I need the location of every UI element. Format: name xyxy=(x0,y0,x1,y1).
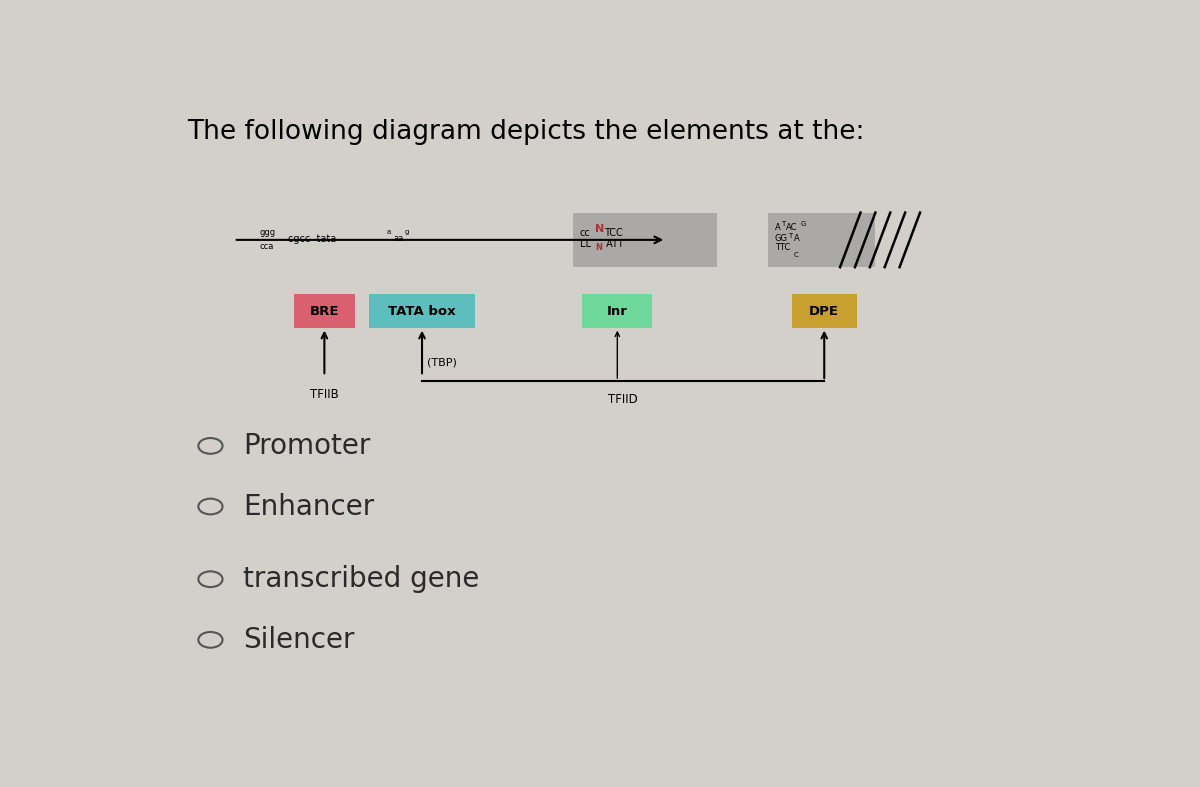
Text: Silencer: Silencer xyxy=(242,626,354,654)
Bar xyxy=(582,294,653,327)
Text: Enhancer: Enhancer xyxy=(242,493,374,520)
Text: N: N xyxy=(595,242,602,252)
Text: g: g xyxy=(404,229,409,235)
Bar xyxy=(792,294,857,327)
Text: (TBP): (TBP) xyxy=(427,357,456,368)
Text: aa: aa xyxy=(394,234,404,242)
Text: Inr: Inr xyxy=(607,305,628,318)
Text: The following diagram depicts the elements at the:: The following diagram depicts the elemen… xyxy=(187,119,865,145)
Text: DPE: DPE xyxy=(809,305,839,318)
Text: G: G xyxy=(802,221,806,227)
Text: BRE: BRE xyxy=(310,305,340,318)
Bar xyxy=(574,212,718,267)
Text: TATA box: TATA box xyxy=(389,305,456,318)
Text: A: A xyxy=(775,224,781,232)
Text: N: N xyxy=(594,224,604,234)
Text: AC: AC xyxy=(786,224,798,232)
Text: A: A xyxy=(793,235,799,243)
Text: ggg: ggg xyxy=(259,228,276,237)
Text: TFIID: TFIID xyxy=(608,394,638,406)
Bar xyxy=(368,294,475,327)
Text: cca: cca xyxy=(259,242,274,251)
Text: cc: cc xyxy=(580,227,590,238)
Text: C: C xyxy=(793,252,798,258)
Text: a: a xyxy=(386,229,390,235)
Text: LL: LL xyxy=(580,239,590,249)
Bar xyxy=(294,294,355,327)
Text: cgcc  tata: cgcc tata xyxy=(288,235,336,244)
Text: TFIIB: TFIIB xyxy=(310,388,338,401)
Text: T: T xyxy=(788,233,792,239)
Bar xyxy=(768,212,876,267)
Text: transcribed gene: transcribed gene xyxy=(242,565,479,593)
Text: ATT: ATT xyxy=(602,239,624,249)
Text: TCC: TCC xyxy=(604,227,623,238)
Text: GG: GG xyxy=(775,234,788,242)
Text: TTC: TTC xyxy=(775,242,791,252)
Text: Promoter: Promoter xyxy=(242,432,371,460)
Text: T: T xyxy=(781,221,786,227)
